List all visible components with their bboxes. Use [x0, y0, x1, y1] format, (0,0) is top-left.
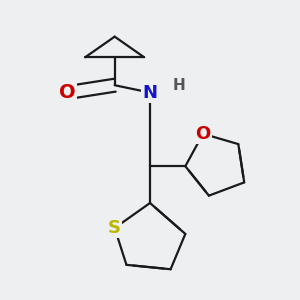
Text: N: N — [142, 84, 158, 102]
Text: S: S — [108, 219, 121, 237]
Text: O: O — [59, 83, 76, 102]
Text: O: O — [195, 125, 211, 143]
Text: H: H — [173, 78, 186, 93]
